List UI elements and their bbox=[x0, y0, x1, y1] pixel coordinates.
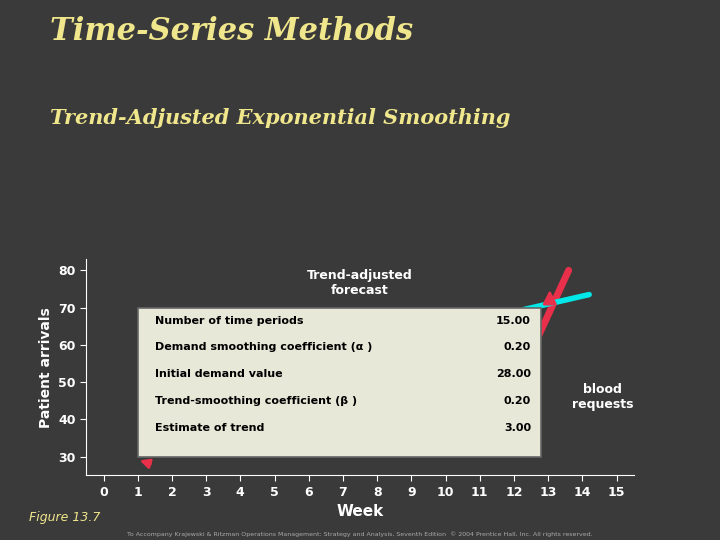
Text: Demand smoothing coefficient (α ): Demand smoothing coefficient (α ) bbox=[155, 342, 372, 353]
Text: Number of time periods: Number of time periods bbox=[155, 316, 303, 326]
Text: Time-Series Methods: Time-Series Methods bbox=[50, 16, 413, 47]
Text: To Accompany Krajewski & Ritzman Operations Management: Strategy and Analysis, S: To Accompany Krajewski & Ritzman Operati… bbox=[127, 532, 593, 537]
Text: 15.00: 15.00 bbox=[496, 316, 531, 326]
FancyBboxPatch shape bbox=[138, 308, 541, 457]
Text: Figure 13.7: Figure 13.7 bbox=[29, 511, 100, 524]
Text: 3.00: 3.00 bbox=[504, 423, 531, 433]
Text: Trend-Adjusted Exponential Smoothing: Trend-Adjusted Exponential Smoothing bbox=[50, 108, 511, 128]
Text: Trend-adjusted
forecast: Trend-adjusted forecast bbox=[307, 268, 413, 296]
Text: 0.20: 0.20 bbox=[504, 396, 531, 406]
Text: Estimate of trend: Estimate of trend bbox=[155, 423, 264, 433]
Text: Trend-smoothing coefficient (β ): Trend-smoothing coefficient (β ) bbox=[155, 396, 357, 406]
X-axis label: Week: Week bbox=[336, 504, 384, 519]
Text: Initial demand value: Initial demand value bbox=[155, 369, 282, 379]
Text: blood
requests: blood requests bbox=[572, 383, 634, 411]
Text: 28.00: 28.00 bbox=[496, 369, 531, 379]
Y-axis label: Patient arrivals: Patient arrivals bbox=[39, 307, 53, 428]
Text: 0.20: 0.20 bbox=[504, 342, 531, 353]
